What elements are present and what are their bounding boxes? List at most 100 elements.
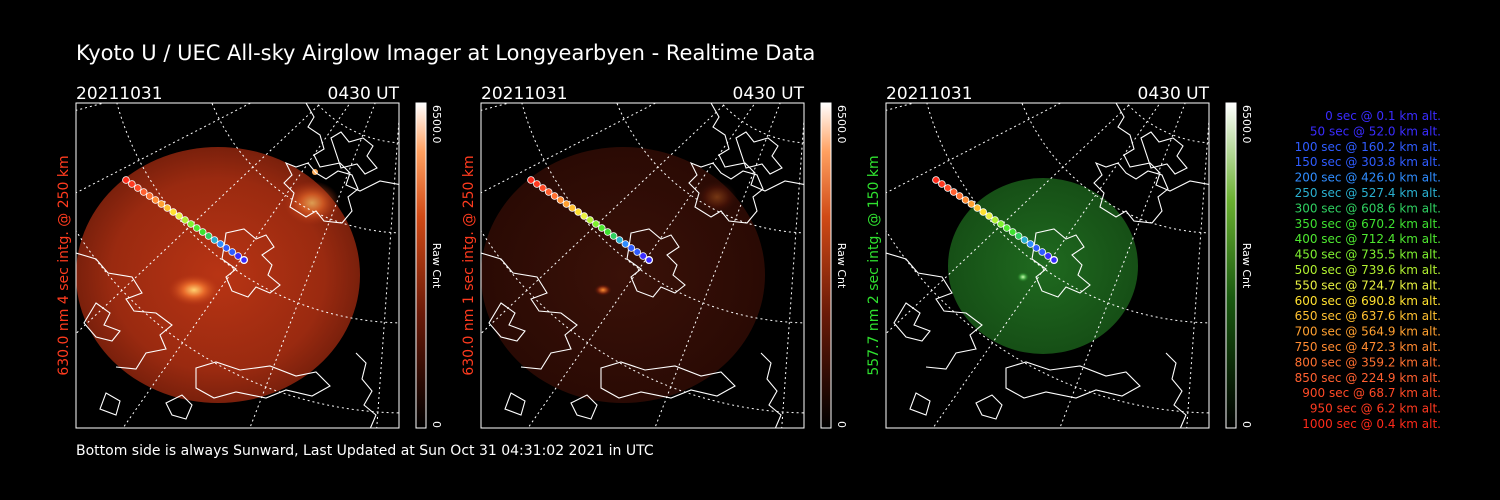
- latlon-grid: [76, 103, 399, 428]
- trajectory-point: [145, 192, 154, 200]
- trajectory-point: [932, 176, 940, 184]
- trajectory-point: [1002, 224, 1011, 232]
- trajectory-point: [991, 216, 999, 224]
- legend-entry: 750 sec @ 472.3 km alt.: [1295, 340, 1441, 354]
- trajectory-point: [122, 176, 130, 184]
- legend-entry: 950 sec @ 6.2 km alt.: [1310, 402, 1441, 416]
- legend-entry: 900 sec @ 68.7 km alt.: [1302, 386, 1441, 400]
- image-panel-1: 20211031 0430 UT 630.0 nm 4 sec intg. @ 25…: [56, 84, 443, 429]
- legend-entry: 550 sec @ 724.7 km alt.: [1295, 278, 1441, 292]
- trajectory-point: [1044, 252, 1052, 260]
- trajectory-point: [222, 244, 231, 252]
- colorbar-unit: Raw Cnt: [430, 243, 443, 289]
- colorbar-min: 0: [1240, 421, 1253, 428]
- allsky-image: [76, 103, 399, 428]
- rocket-trajectory: [527, 176, 653, 265]
- colorbar-max: 6500.0: [835, 105, 848, 144]
- legend-entry: 400 sec @ 712.4 km alt.: [1295, 232, 1441, 246]
- launch-site-marker: [1049, 256, 1058, 265]
- coastline: [481, 103, 804, 428]
- rocket-trajectory: [932, 176, 1058, 265]
- bright-spot: [594, 284, 612, 296]
- legend-entry: 500 sec @ 739.6 km alt.: [1295, 263, 1441, 277]
- airglow-disc: [481, 147, 765, 403]
- trajectory-point: [1038, 248, 1046, 256]
- colorbar-min: 0: [835, 421, 848, 428]
- colorbar: [820, 102, 832, 429]
- trajectory-point: [157, 200, 166, 208]
- panel-border: [480, 102, 805, 429]
- latlon-grid: [886, 103, 1209, 428]
- trajectory-point: [169, 208, 178, 216]
- trajectory-legend: 0 sec @ 0.1 km alt.50 sec @ 52.0 km alt.…: [1295, 109, 1441, 431]
- trajectory-point: [544, 188, 553, 196]
- trajectory-point: [210, 236, 219, 244]
- trajectory-point: [550, 192, 559, 200]
- trajectory-point: [997, 220, 1005, 228]
- trajectory-point: [128, 180, 136, 188]
- legend-entry: 700 sec @ 564.9 km alt.: [1295, 325, 1441, 339]
- trajectory-point: [609, 232, 618, 240]
- trajectory-point: [621, 240, 630, 248]
- legend-entry: 450 sec @ 735.5 km alt.: [1295, 248, 1441, 262]
- legend-entry: 100 sec @ 160.2 km alt.: [1295, 140, 1441, 154]
- footer-note: Bottom side is always Sunward, Last Upda…: [76, 443, 654, 459]
- trajectory-point: [955, 192, 964, 200]
- image-panel-2: 20211031 0430 UT 630.0 nm 1 sec intg. @ 25…: [461, 84, 848, 429]
- trajectory-point: [1014, 232, 1023, 240]
- trajectory-point: [1026, 240, 1035, 248]
- trajectory-point: [1020, 236, 1029, 244]
- legend-entry: 0 sec @ 0.1 km alt.: [1325, 109, 1441, 123]
- trajectory-point: [943, 184, 952, 192]
- allsky-image: [481, 103, 804, 428]
- latlon-grid: [481, 103, 804, 428]
- bright-spot: [168, 274, 220, 306]
- trajectory-point: [181, 216, 189, 224]
- panel-border: [885, 102, 1210, 429]
- trajectory-point: [562, 200, 571, 208]
- colorbar-min: 0: [430, 421, 443, 428]
- trajectory-point: [533, 180, 541, 188]
- panel-date: 20211031: [886, 84, 973, 104]
- image-panel-3: 20211031 0430 UT 557.7 nm 2 sec intg. @ 15…: [866, 84, 1253, 429]
- trajectory-point: [538, 184, 547, 192]
- legend-entry: 50 sec @ 52.0 km alt.: [1310, 124, 1441, 138]
- legend-entry: 850 sec @ 224.9 km alt.: [1295, 371, 1441, 385]
- figure-title: Kyoto U / UEC All-sky Airglow Imager at …: [76, 41, 815, 65]
- trajectory-point: [979, 208, 987, 216]
- launch-site-marker: [644, 256, 653, 265]
- trajectory-point: [586, 216, 594, 224]
- panel-border: [75, 102, 400, 429]
- trajectory-point: [639, 252, 647, 260]
- trajectory-point: [204, 232, 213, 240]
- legend-entry: 600 sec @ 690.8 km alt.: [1295, 294, 1441, 308]
- trajectory-point: [597, 224, 606, 232]
- legend-entry: 300 sec @ 608.6 km alt.: [1295, 201, 1441, 215]
- trajectory-point: [973, 204, 982, 212]
- trajectory-point: [568, 204, 577, 212]
- panel-time: 0430 UT: [1138, 84, 1210, 104]
- legend-entry: 150 sec @ 303.8 km alt.: [1295, 155, 1441, 169]
- panel-date: 20211031: [76, 84, 163, 104]
- rocket-trajectory: [122, 176, 249, 265]
- trajectory-point: [580, 212, 588, 220]
- trajectory-point: [234, 252, 242, 260]
- trajectory-point: [228, 248, 237, 256]
- panel-wavelength-label: 630.0 nm 1 sec intg. @ 250 km: [461, 155, 477, 375]
- allsky-image: [886, 103, 1209, 428]
- panel-time: 0430 UT: [733, 84, 805, 104]
- trajectory-point: [574, 208, 582, 216]
- launch-site-marker: [240, 256, 249, 265]
- legend-entry: 200 sec @ 426.0 km alt.: [1295, 171, 1441, 185]
- trajectory-point: [603, 228, 612, 236]
- bright-spot: [284, 181, 340, 225]
- trajectory-point: [949, 188, 958, 196]
- panel-time: 0430 UT: [328, 84, 400, 104]
- trajectory-point: [556, 196, 565, 204]
- trajectory-point: [615, 236, 624, 244]
- trajectory-point: [967, 200, 976, 208]
- legend-entry: 250 sec @ 527.4 km alt.: [1295, 186, 1441, 200]
- trajectory-point: [527, 176, 535, 184]
- coastline: [886, 103, 1209, 428]
